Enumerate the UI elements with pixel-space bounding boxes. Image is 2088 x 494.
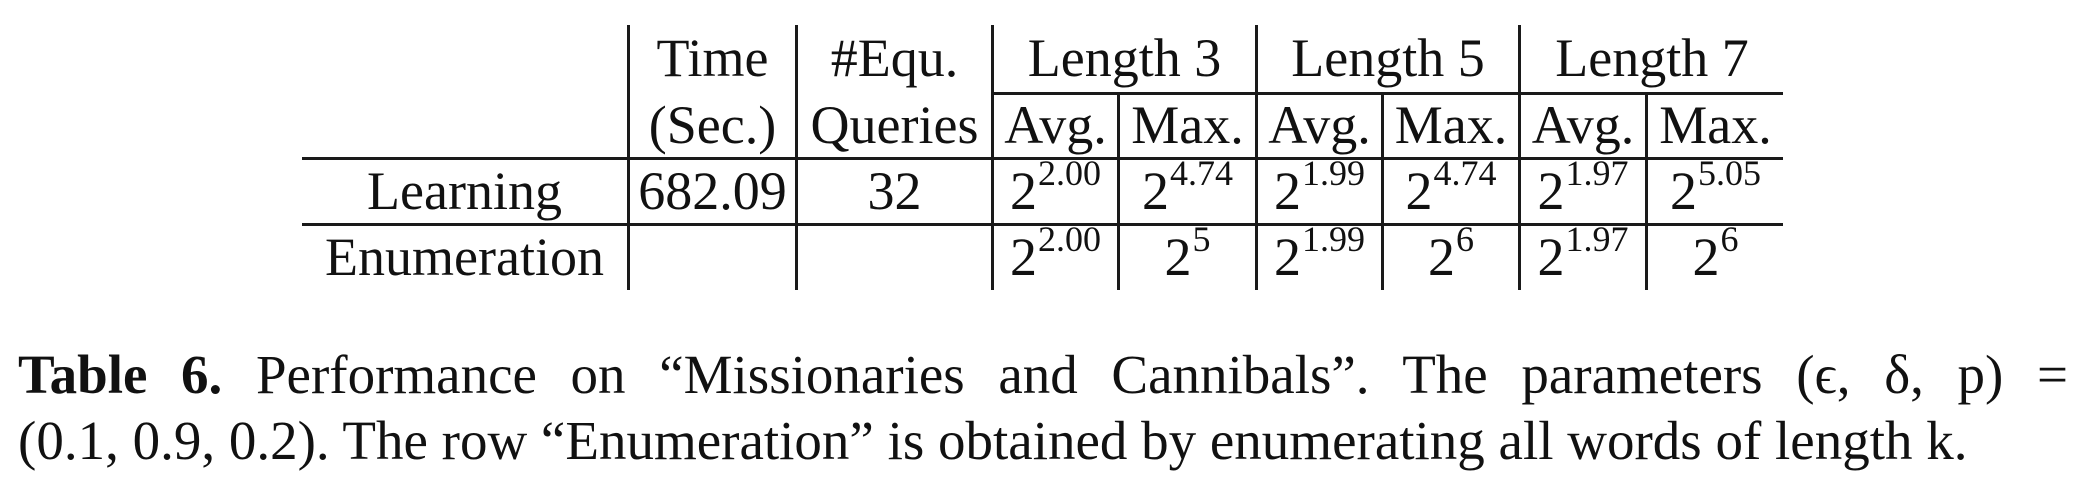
header-avg: Avg. [1004,95,1107,155]
cell-len5-avg: 2 1.99 [1274,153,1365,221]
header-time-unit: (Sec.) [648,95,777,155]
header-time: Time [656,28,769,88]
row-label-enumeration: Enumeration [325,227,604,287]
table-caption: Table 6. Performance on “Missionaries an… [18,342,2068,474]
table-rule [1117,92,1120,290]
cell-len5-avg: 2 1.99 [1274,219,1365,287]
row-label-learning: Learning [367,161,562,221]
results-table: Time #Equ. Length 3 Length 5 Length 7 (S… [302,25,1783,290]
table-rule [302,223,1783,226]
header-avg: Avg. [1531,95,1635,155]
header-length-5: Length 5 [1291,28,1485,88]
header-length-7: Length 7 [1555,28,1749,88]
table-rule [1381,92,1384,290]
cell-len7-avg: 2 1.97 [1537,153,1629,221]
header-equ: #Equ. [830,28,959,88]
cell-len3-avg: 2 2.00 [1010,219,1101,287]
header-max: Max. [1659,95,1772,155]
cell-len3-max: 2 4.74 [1142,153,1233,221]
cell-len5-max: 2 4.74 [1405,153,1497,221]
table-rule [991,92,1783,95]
table-rule [302,157,1783,160]
cell-len7-max: 2 5.05 [1670,153,1761,221]
cell-len3-avg: 2 2.00 [1010,153,1101,221]
header-avg: Avg. [1268,95,1371,155]
cell-queries [798,227,991,287]
caption-line-1: Performance on “Missionaries and Canniba… [222,344,2068,405]
table-rule [1645,92,1648,290]
header-max: Max. [1131,95,1244,155]
cell-len7-avg: 2 1.97 [1537,219,1629,287]
caption-label: Table 6. [18,344,223,405]
header-length-3: Length 3 [1027,28,1222,88]
header-queries: Queries [810,95,979,155]
caption-line-2: (0.1, 0.9, 0.2). The row “Enumeration” i… [18,410,1968,471]
cell-time [630,227,795,287]
header-max: Max. [1394,95,1508,155]
cell-time: 682.09 [638,161,787,221]
cell-queries: 32 [867,161,922,221]
